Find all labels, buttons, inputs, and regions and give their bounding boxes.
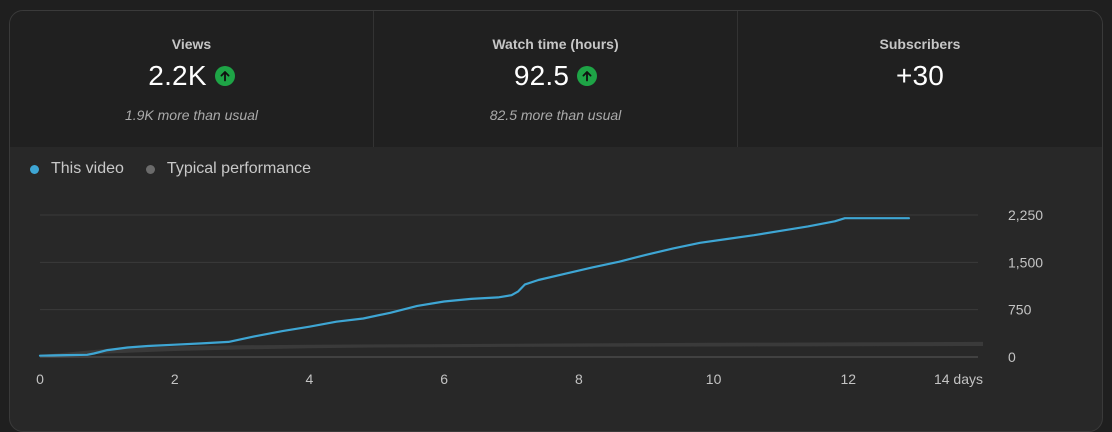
analytics-card: Views 2.2K 1.9K more than usual Watch ti… <box>9 10 1103 432</box>
trend-up-icon <box>214 66 235 86</box>
tab-value: 2.2K <box>148 60 207 91</box>
tab-subscribers[interactable]: Subscribers +30 <box>738 11 1102 147</box>
tab-note: 1.9K more than usual <box>124 107 259 123</box>
tab-note: 82.5 more than usual <box>489 107 622 123</box>
legend-label: Typical performance <box>166 160 311 177</box>
tab-label: Views <box>171 36 212 52</box>
y-tick-label: 0 <box>1008 349 1016 365</box>
y-tick-label: 750 <box>1008 302 1032 318</box>
tab-value: +30 <box>895 60 945 91</box>
legend-item-typical-performance[interactable]: Typical performance <box>145 160 311 178</box>
legend-label: This video <box>51 160 124 177</box>
tab-label: Watch time (hours) <box>492 36 619 52</box>
trend-up-icon <box>577 66 598 86</box>
x-tick-label: 4 <box>306 371 314 387</box>
y-tick-label: 2,250 <box>1008 207 1043 223</box>
this-video-line <box>38 217 910 357</box>
typical-performance-band <box>40 341 983 357</box>
tab-views[interactable]: Views 2.2K 1.9K more than usual <box>10 11 374 147</box>
x-tick-label: 6 <box>440 371 448 387</box>
x-tick-label: 0 <box>36 371 44 387</box>
x-tick-label: 12 <box>840 371 856 387</box>
y-tick-label: 1,500 <box>1008 254 1043 270</box>
legend-item-this-video[interactable]: This video <box>30 160 124 178</box>
tab-value: 92.5 <box>513 60 570 91</box>
x-tick-label: 8 <box>575 371 583 387</box>
x-tick-label: 14 days <box>934 371 983 387</box>
metric-tabs: Views 2.2K 1.9K more than usual Watch ti… <box>10 11 1102 147</box>
legend-dot-typical <box>145 164 155 174</box>
chart-legend: This video Typical performance <box>30 160 333 178</box>
x-tick-label: 2 <box>171 371 179 387</box>
tab-watch-time[interactable]: Watch time (hours) 92.5 82.5 more than u… <box>374 11 738 147</box>
tab-label: Subscribers <box>879 36 961 52</box>
x-tick-label: 10 <box>706 371 722 387</box>
views-chart: 0 750 1,500 2,250 0 2 4 6 8 10 12 14 days <box>36 207 1043 387</box>
legend-dot-this-video <box>30 164 39 174</box>
